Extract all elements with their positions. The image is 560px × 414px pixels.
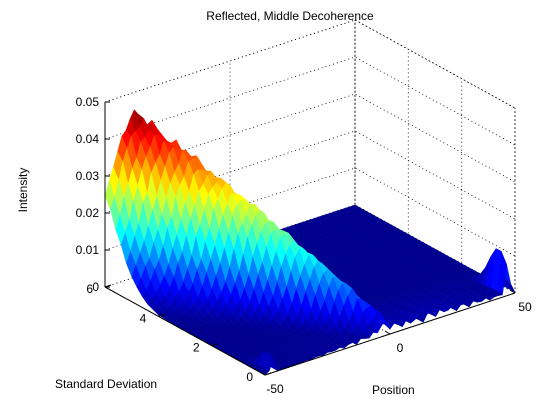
y-tick [104,284,112,288]
z-tick-label: 0.04 [76,132,100,146]
grid-line [354,19,516,109]
tick-labels: 0 0.01 0.02 0.03 0.04 0.05 0 2 4 6 -50 0 50 [76,95,532,396]
grid-line [104,93,516,183]
x-tick-label: -50 [266,382,284,396]
grid-line [104,19,356,103]
z-tick-label: 0 [92,280,99,294]
x-tick [259,371,266,376]
z-tick-label: 0.01 [76,243,100,257]
x-tick-label: 50 [518,300,532,314]
grid-line [104,19,516,109]
axes-layer [104,101,516,376]
y-axis [104,286,266,376]
y-tick [158,313,165,317]
x-tick [384,330,391,335]
y-tick-label: 6 [86,282,93,296]
surface-layer [104,109,516,376]
y-tick [211,343,218,347]
z-axis-label: Intensity [16,168,30,213]
x-tick [509,289,516,294]
z-tick-label: 0.03 [76,169,100,183]
z-tick-label: 0.05 [76,95,100,109]
x-tick-label: 0 [397,341,404,355]
y-tick-label: 0 [246,370,253,384]
z-tick-label: 0.02 [76,206,100,220]
chart-title: Reflected, Middle Decoherence [206,9,374,23]
grid-line [104,56,516,146]
y-tick-label: 4 [140,311,147,325]
grid-line [104,130,516,220]
x-axis-label: Position [372,383,415,397]
y-tick-label: 2 [193,341,200,355]
y-axis-label: Standard Deviation [55,377,157,391]
